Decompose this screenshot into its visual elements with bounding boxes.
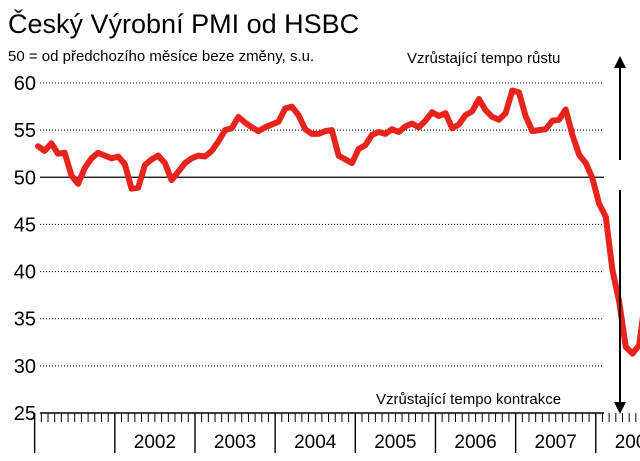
- chart-subtitle: 50 = od předchozího měsíce beze změny, s…: [8, 48, 314, 65]
- y-tick-label: 55: [14, 120, 36, 142]
- x-axis: 20022003200420052006200720082009: [33, 412, 640, 453]
- x-tick-label: 2005: [374, 432, 416, 453]
- y-tick-label: 35: [14, 309, 36, 331]
- x-tick-label: 2006: [454, 432, 496, 453]
- x-tick-label: 2003: [214, 432, 256, 453]
- grid-lines: [40, 82, 604, 367]
- y-tick-label: 50: [14, 167, 36, 189]
- annotation-down: Vzrůstající tempo kontrakce: [376, 391, 561, 408]
- x-tick-label: 2002: [134, 432, 176, 453]
- y-tick-label: 30: [14, 356, 36, 378]
- pmi-series-line: [35, 87, 640, 357]
- y-tick-label: 60: [14, 73, 36, 95]
- x-tick-label: 2007: [535, 432, 577, 453]
- y-tick-label: 40: [14, 262, 36, 284]
- x-tick-label: 2004: [294, 432, 337, 453]
- chart-title: Český Výrobní PMI od HSBC: [8, 8, 359, 39]
- y-axis-ticks: 25 30 35 40 45 50 55 60: [14, 73, 36, 425]
- x-tick-label: 2008: [615, 432, 640, 453]
- y-tick-label: 45: [14, 214, 36, 236]
- annotation-up: Vzrůstající tempo růstu: [407, 50, 560, 67]
- y-tick-label: 25: [14, 403, 36, 425]
